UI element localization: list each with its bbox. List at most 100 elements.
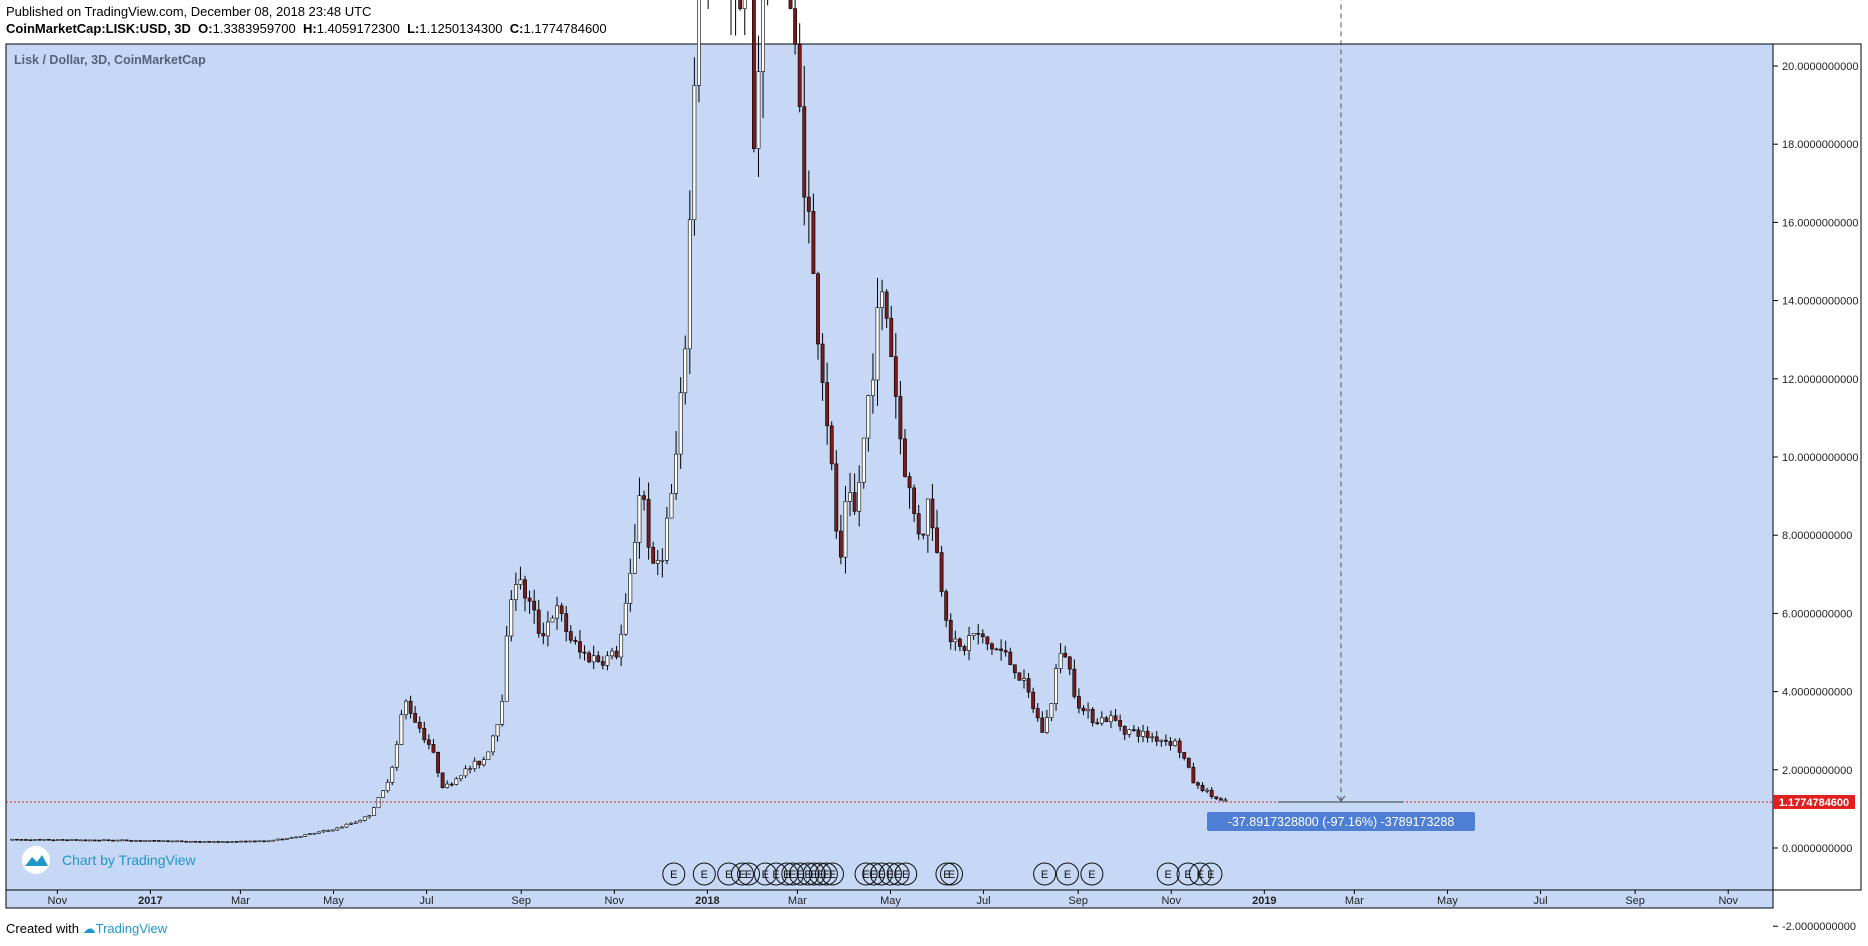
candle-body [880,291,884,308]
candle-body [486,751,491,760]
candle-body [14,838,19,841]
candle-body [985,636,990,645]
price-axis[interactable]: 40.000000000038.000000000036.00000000003… [1773,0,1858,933]
earnings-icon [1080,862,1104,886]
footer-brand[interactable]: TradingView [95,921,168,936]
candle-body [683,348,688,394]
candle-body [431,744,436,753]
candle-body [802,106,807,198]
candle-body [24,839,28,841]
candle-body [651,546,656,564]
candle-body [152,840,157,842]
time-tick-label: Sep [1625,895,1645,907]
candle-body [1223,799,1228,802]
candle-body [74,839,79,841]
candle-body [65,839,70,842]
candle-body [646,499,651,548]
tradingview-footer-icon: ☁ [82,921,96,936]
candle-body [912,487,917,514]
candle-body [1191,766,1196,784]
candle-body [669,493,674,519]
candle-body [1141,730,1145,737]
candle-body [385,782,390,791]
earnings-icon [1055,862,1079,886]
candle-body [898,396,903,440]
candle-body [738,0,743,10]
candle-body [861,437,866,483]
candle-body [344,823,349,828]
candle-body [939,552,944,592]
earnings-icon [886,862,910,886]
candle-body [980,633,985,638]
candle-body [184,840,189,843]
price-tick-label: 4.0000000000 [1782,687,1852,699]
candle-body [614,650,619,658]
measure-tool[interactable]: -37.8917328800 (-97.16%) -3789173288 [1207,0,1475,831]
earnings-label: E [783,869,790,881]
earnings-icon [775,862,799,886]
earnings-icon [1199,862,1223,886]
time-tick-label: Mar [788,895,807,907]
candle-body [1205,789,1210,792]
candle-body [198,841,202,843]
candle-body [925,498,930,536]
candle-body [623,602,628,635]
candle-body [559,605,564,614]
earnings-icon [808,862,832,886]
earnings-icon [730,862,754,886]
candle-body [1035,708,1040,719]
price-tick-label: 18.0000000000 [1782,139,1858,151]
candle-body [97,839,102,842]
close-value: 1.1774784600 [523,21,607,36]
earnings-label: E [862,869,869,881]
candle-body [207,841,212,843]
candle-body [243,840,248,843]
price-tick-label: 0.0000000000 [1782,843,1852,855]
candle-body [399,714,404,745]
time-tick-label: Jul [420,895,434,907]
candle-body [1186,757,1191,768]
candle-body [871,379,875,396]
candle-body [426,739,431,745]
time-tick-label: Nov [48,895,68,907]
time-axis[interactable]: Nov 2017 Mar May Jul Sep Nov 2018 Mar May Jul Sep No… [48,890,1739,907]
candle-body [797,43,802,107]
earnings-label: E [878,869,885,881]
candle-body [193,840,198,843]
candle-body [884,291,889,319]
earnings-label: E [887,869,894,881]
time-tick-label: Jul [1533,895,1547,907]
candle-body [133,840,138,842]
time-tick-label: 2017 [138,895,162,907]
candle-body [1095,722,1100,725]
candle-body [637,495,642,543]
candle-body [454,778,459,785]
candle-body [1086,708,1090,712]
watermark[interactable]: Chart by TradingView [22,846,196,874]
candle-body [33,839,38,841]
candle-body [1008,651,1013,666]
candle-body [262,840,266,843]
earnings-icon [935,862,959,886]
candle-body [1104,717,1109,723]
candle-body [1081,707,1086,712]
candle-body [179,840,184,843]
high-value: 1.4059172300 [316,21,400,36]
earnings-label: E [943,869,950,881]
candle-body [600,661,605,666]
tradingview-logo-icon [22,846,50,874]
candle-body [523,579,527,599]
candle-body [761,0,765,72]
plot-background [5,43,1774,891]
candle-body [28,839,33,842]
high-label: H: [303,21,317,36]
candle-body [404,700,408,716]
candle-body [1196,782,1200,786]
earnings-label: E [1207,869,1214,881]
earnings-icon [764,862,788,886]
candle-body [532,600,537,611]
candle-body [280,838,285,841]
time-tick-label: Mar [1345,895,1364,907]
earnings-icon [737,862,761,886]
